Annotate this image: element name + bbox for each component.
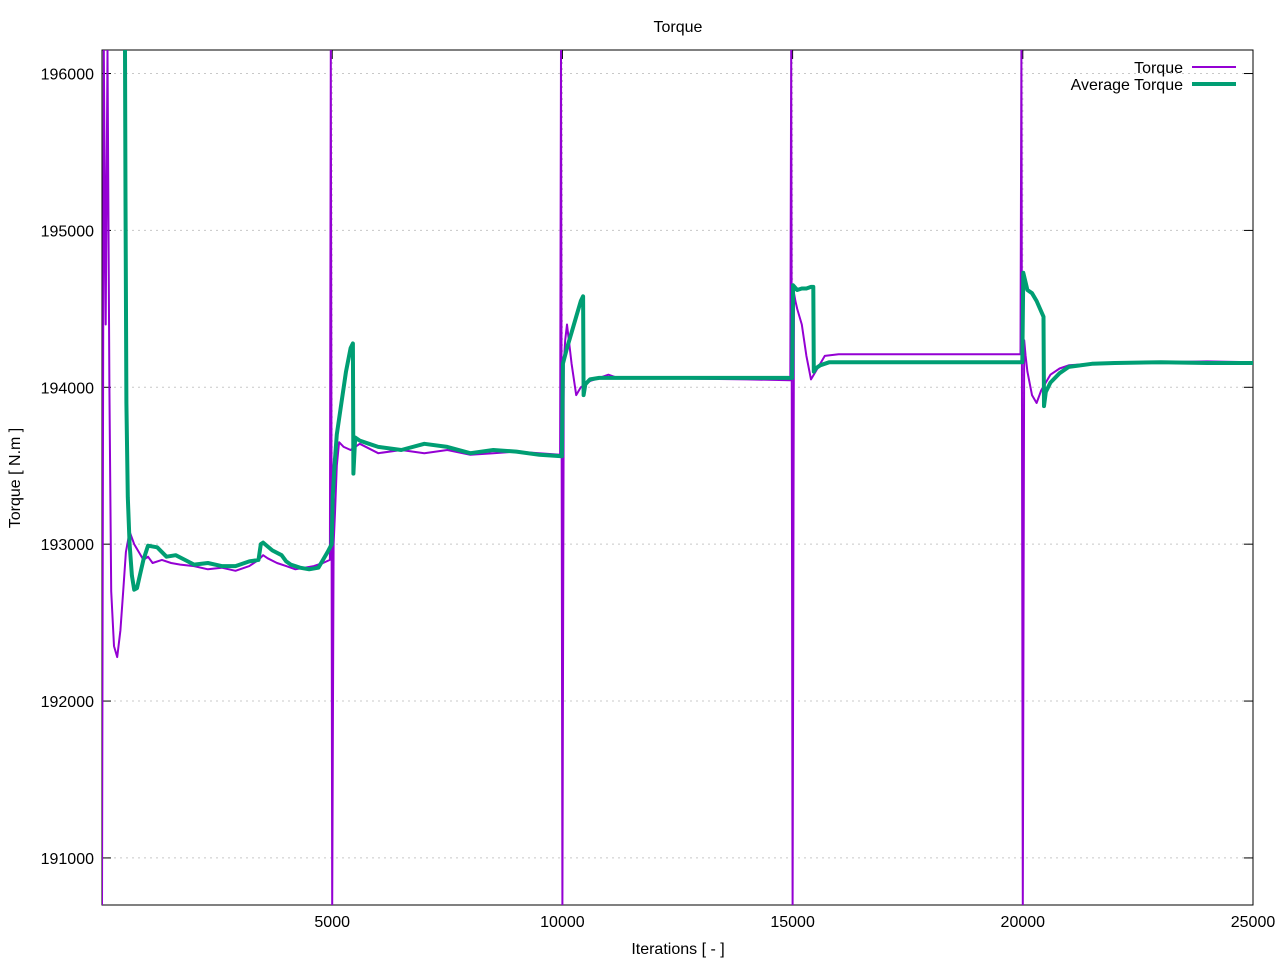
chart-title: Torque <box>654 19 703 36</box>
y-tick-label: 192000 <box>41 694 94 711</box>
legend-label-torque: Torque <box>1134 60 1183 77</box>
x-tick-label: 5000 <box>314 914 350 931</box>
x-tick-label: 25000 <box>1231 914 1276 931</box>
y-tick-label: 191000 <box>41 851 94 868</box>
x-tick-label: 20000 <box>1001 914 1046 931</box>
y-tick-label: 193000 <box>41 537 94 554</box>
y-axis: 191000 192000 193000 194000 195000 196000 <box>41 67 1253 868</box>
plot-frame <box>101 49 1254 906</box>
y-tick-label: 195000 <box>41 223 94 240</box>
x-tick-label: 15000 <box>770 914 815 931</box>
y-tick-label: 196000 <box>41 67 94 84</box>
grid-lines <box>102 50 1254 905</box>
x-axis-label: Iterations [ - ] <box>631 941 724 958</box>
y-tick-label: 194000 <box>41 380 94 397</box>
series-layer <box>102 50 1253 905</box>
y-axis-label: Torque [ N.m ] <box>7 428 24 528</box>
x-tick-label: 10000 <box>540 914 585 931</box>
series-torque-line <box>102 50 1253 905</box>
series-average-torque-line <box>123 50 1253 592</box>
legend-label-average-torque: Average Torque <box>1071 77 1183 94</box>
legend: Torque Average Torque <box>1071 60 1236 94</box>
x-axis: 5000 10000 15000 20000 25000 <box>314 50 1275 931</box>
